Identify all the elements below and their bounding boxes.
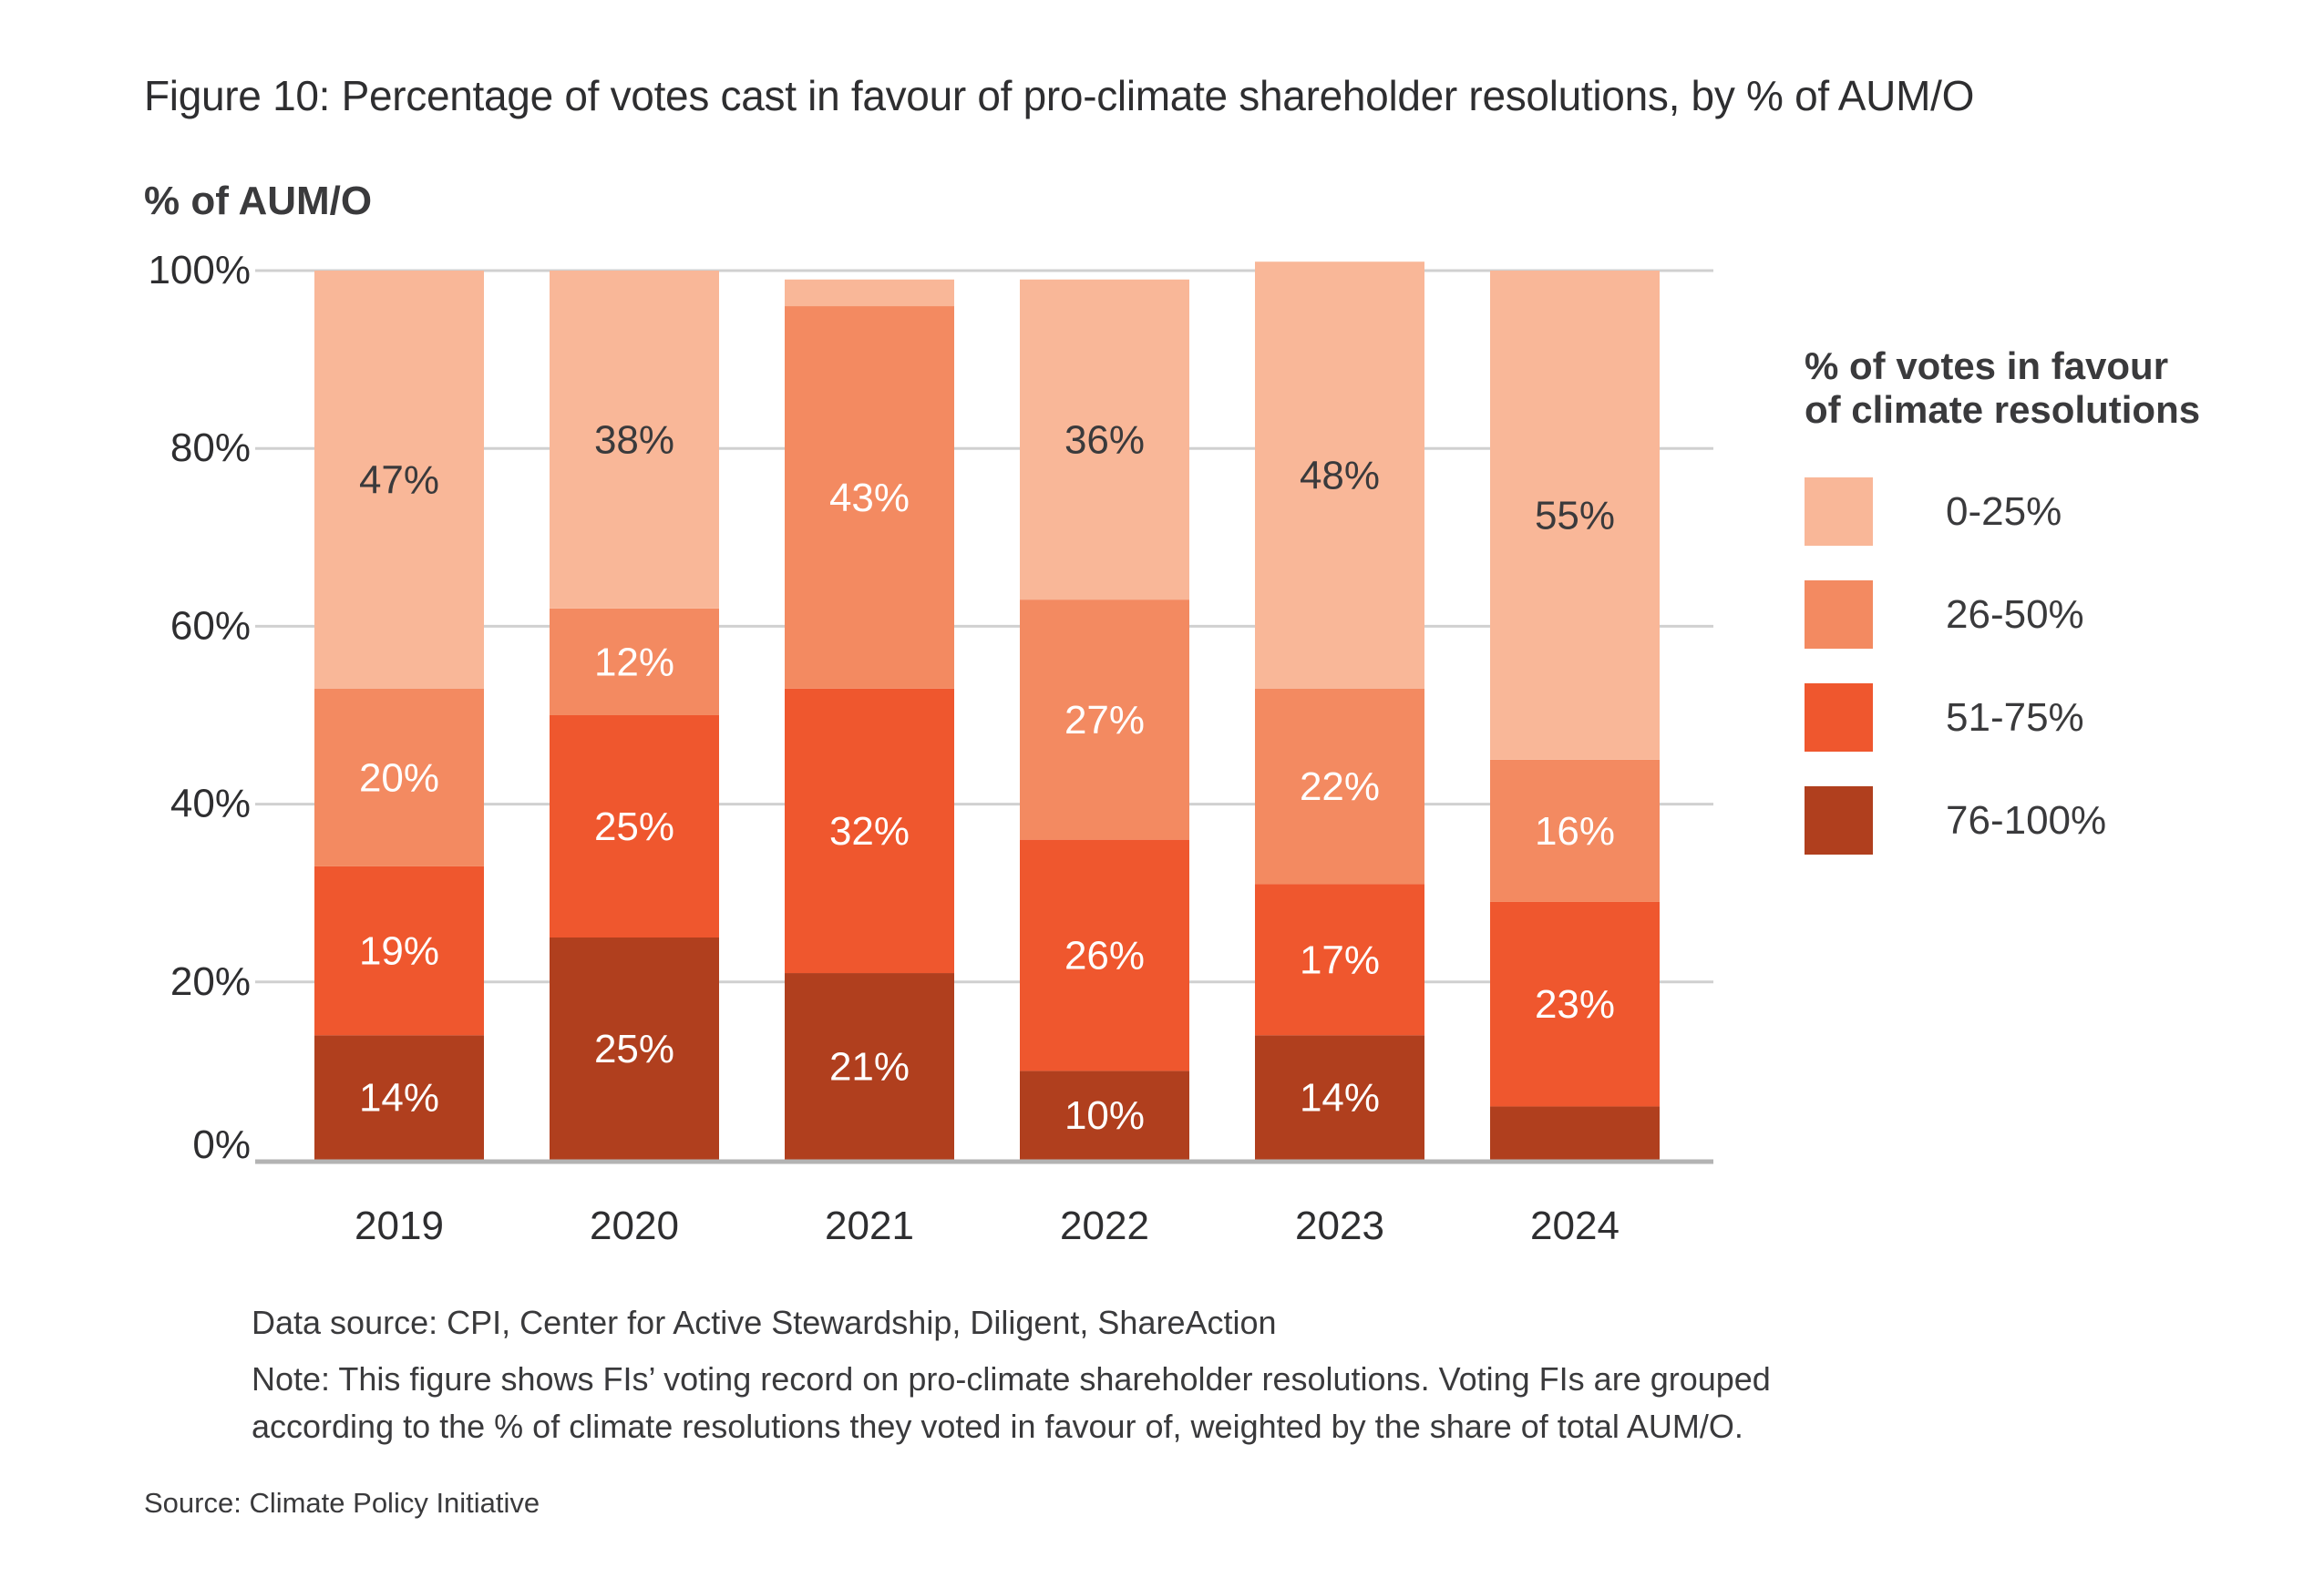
- legend-label: 0-25%: [1946, 488, 2062, 534]
- legend-swatch: [1805, 786, 1873, 855]
- bar-segment: [1255, 884, 1424, 1036]
- data-label: 25%: [594, 804, 674, 849]
- data-label: 25%: [594, 1027, 674, 1071]
- bar-segment: [550, 271, 719, 609]
- data-label: 26%: [1064, 934, 1145, 979]
- y-tick-label: 20%: [170, 959, 251, 1004]
- figure-title: Figure 10: Percentage of votes cast in f…: [144, 72, 1975, 119]
- x-tick-label: 2020: [590, 1204, 679, 1248]
- x-tick-label: 2023: [1295, 1204, 1384, 1248]
- x-axis-ticks: 2019 2020 2021 2022 2023 2024: [355, 1204, 1620, 1248]
- bar-segment: [314, 866, 484, 1036]
- chart-notes: Data source: CPI, Center for Active Stew…: [252, 1299, 1771, 1450]
- data-label: 38%: [594, 417, 674, 462]
- legend-title: % of votes in favour of climate resoluti…: [1805, 344, 2315, 432]
- y-tick-label: 100%: [148, 248, 251, 292]
- bar-segment: [785, 973, 954, 1160]
- y-tick-label: 40%: [170, 782, 251, 826]
- bar-segment: [314, 688, 484, 866]
- gridlines: [255, 269, 1713, 984]
- note-text-line1: Note: This figure shows FIs’ voting reco…: [252, 1360, 1771, 1398]
- data-label: 19%: [359, 929, 439, 974]
- bar-segment: [1020, 599, 1189, 840]
- bar-segment: [550, 608, 719, 715]
- x-tick-label: 2024: [1530, 1204, 1620, 1248]
- y-tick-label: 80%: [170, 425, 251, 470]
- legend-label: 51-75%: [1946, 694, 2084, 740]
- legend-title-line2: of climate resolutions: [1805, 388, 2201, 431]
- source-text: Source: Climate Policy Initiative: [144, 1487, 540, 1519]
- bar-segment: [1490, 901, 1660, 1107]
- bar-segment: [1255, 1035, 1424, 1160]
- x-tick-label: 2022: [1060, 1204, 1149, 1248]
- bar-segment: [314, 1035, 484, 1160]
- data-source-text: Data source: CPI, Center for Active Stew…: [252, 1304, 1277, 1341]
- bar-segment: [1020, 839, 1189, 1071]
- data-label: 22%: [1300, 764, 1380, 809]
- legend-item-0-25: 0-25%: [1805, 477, 2315, 546]
- data-label: 10%: [1064, 1093, 1145, 1138]
- data-label: 43%: [829, 476, 910, 520]
- legend-title-line1: % of votes in favour: [1805, 344, 2169, 387]
- y-tick-label: 0%: [192, 1122, 251, 1167]
- data-label: 12%: [594, 640, 674, 684]
- data-label: 16%: [1535, 809, 1615, 854]
- bar-segment: [1490, 1106, 1660, 1160]
- bar-segment: [1255, 261, 1424, 689]
- data-label: 14%: [359, 1076, 439, 1121]
- data-label: 17%: [1300, 938, 1380, 982]
- bar-segment: [785, 688, 954, 974]
- legend-item-51-75: 51-75%: [1805, 683, 2315, 752]
- data-label: 32%: [829, 809, 910, 854]
- bar-segment: [785, 279, 954, 307]
- data-label: 48%: [1300, 453, 1380, 497]
- legend-label: 76-100%: [1946, 797, 2107, 843]
- legend-item-76-100: 76-100%: [1805, 786, 2315, 855]
- bar-segment: [785, 306, 954, 689]
- data-label: 55%: [1535, 493, 1615, 538]
- data-label: 47%: [359, 457, 439, 502]
- bar-segment: [1490, 759, 1660, 902]
- data-labels: 14% 19% 20% 47% 25% 25% 12% 38% 21% 32% 43% 10% 26% 2…: [359, 417, 1615, 1138]
- data-label: 36%: [1064, 417, 1145, 462]
- bar-segment: [1490, 271, 1660, 760]
- x-tick-label: 2021: [825, 1204, 914, 1248]
- legend-swatch: [1805, 477, 1873, 546]
- x-tick-label: 2019: [355, 1204, 444, 1248]
- y-tick-label: 60%: [170, 603, 251, 648]
- legend: % of votes in favour of climate resoluti…: [1805, 344, 2315, 855]
- data-label: 23%: [1535, 982, 1615, 1027]
- bars: [314, 261, 1660, 1160]
- data-label: 14%: [1300, 1076, 1380, 1121]
- legend-label: 26-50%: [1946, 591, 2084, 637]
- data-label: 20%: [359, 755, 439, 800]
- bar-segment: [550, 715, 719, 938]
- bar-segment: [1020, 279, 1189, 600]
- note-text-line2: according to the % of climate resolution…: [252, 1408, 1743, 1445]
- data-label: 27%: [1064, 698, 1145, 743]
- data-label: 21%: [829, 1045, 910, 1090]
- legend-swatch: [1805, 683, 1873, 752]
- bar-segment: [550, 938, 719, 1160]
- bar-segment: [1020, 1071, 1189, 1160]
- bar-segment: [1255, 688, 1424, 885]
- y-axis-ticks: 0% 20% 40% 60% 80% 100%: [148, 248, 251, 1167]
- bar-segment: [314, 271, 484, 689]
- legend-swatch: [1805, 580, 1873, 649]
- y-axis-title: % of AUM/O: [144, 179, 373, 223]
- legend-items: 0-25% 26-50% 51-75% 76-100%: [1805, 477, 2315, 855]
- stacked-bar-chart: 0% 20% 40% 60% 80% 100% 14% 19% 20% 47% 25% 25% 12%…: [148, 248, 1713, 1248]
- legend-item-26-50: 26-50%: [1805, 580, 2315, 649]
